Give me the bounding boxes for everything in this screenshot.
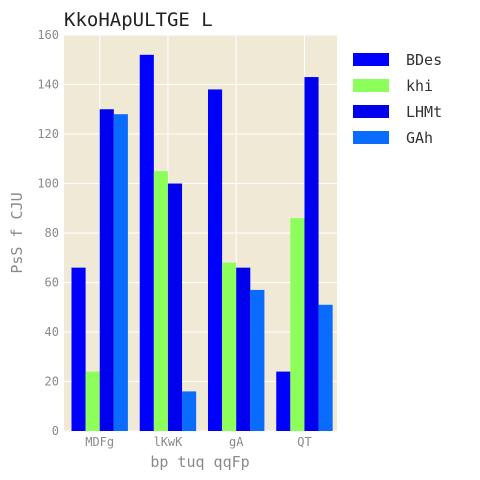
- bar-bdes-lkwk: [139, 54, 154, 432]
- x-tick-label: gA: [229, 435, 244, 449]
- bar-lhmt-qt: [304, 77, 319, 431]
- bar-gah-lkwk: [182, 391, 197, 431]
- y-tick-label: 100: [37, 177, 59, 191]
- bar-lhmt-mdfg: [99, 109, 114, 431]
- y-tick-label: 120: [37, 127, 59, 141]
- chart-title: KkoHApULTGE L: [64, 9, 213, 31]
- legend-label: khi: [406, 77, 433, 95]
- bar-bdes-qt: [276, 371, 291, 431]
- legend: BDes khi LHMt GAh: [353, 51, 442, 147]
- bar-khi-mdfg: [85, 371, 100, 431]
- legend-label: LHMt: [406, 103, 442, 121]
- y-tick-label: 80: [45, 226, 59, 240]
- y-tick-labels: 0 20 40 60 80 100 120 140 160: [37, 28, 59, 438]
- bars: [71, 54, 333, 432]
- x-tick-label: QT: [297, 435, 311, 449]
- legend-swatch: [353, 105, 389, 118]
- bar-gah-ga: [250, 289, 265, 431]
- legend-swatch: [353, 53, 389, 66]
- bar-khi-ga: [222, 262, 237, 431]
- bar-lhmt-ga: [236, 267, 251, 431]
- y-tick-label: 40: [45, 325, 59, 339]
- y-tick-label: 160: [37, 28, 59, 42]
- bar-gah-mdfg: [113, 114, 128, 431]
- legend-label: BDes: [406, 51, 442, 69]
- y-tick-label: 0: [52, 424, 59, 438]
- bar-gah-qt: [318, 304, 333, 431]
- bar-lhmt-lkwk: [167, 183, 183, 431]
- y-tick-label: 140: [37, 78, 59, 92]
- x-axis-title: bp tuq qqFp: [150, 453, 249, 471]
- y-axis-title: PsS f CJU: [8, 192, 26, 273]
- x-tick-labels: MDFg lKwK gA QT: [85, 435, 311, 449]
- bar-bdes-ga: [208, 89, 223, 431]
- x-tick-label: MDFg: [85, 435, 114, 449]
- bar-bdes-mdfg: [71, 267, 86, 431]
- legend-swatch: [353, 79, 389, 92]
- x-tick-label: lKwK: [153, 435, 183, 449]
- bar-khi-qt: [290, 218, 305, 431]
- y-tick-label: 20: [45, 375, 59, 389]
- legend-label: GAh: [406, 129, 433, 147]
- bar-khi-lkwk: [153, 171, 168, 432]
- y-tick-label: 60: [45, 276, 59, 290]
- legend-swatch: [353, 131, 389, 144]
